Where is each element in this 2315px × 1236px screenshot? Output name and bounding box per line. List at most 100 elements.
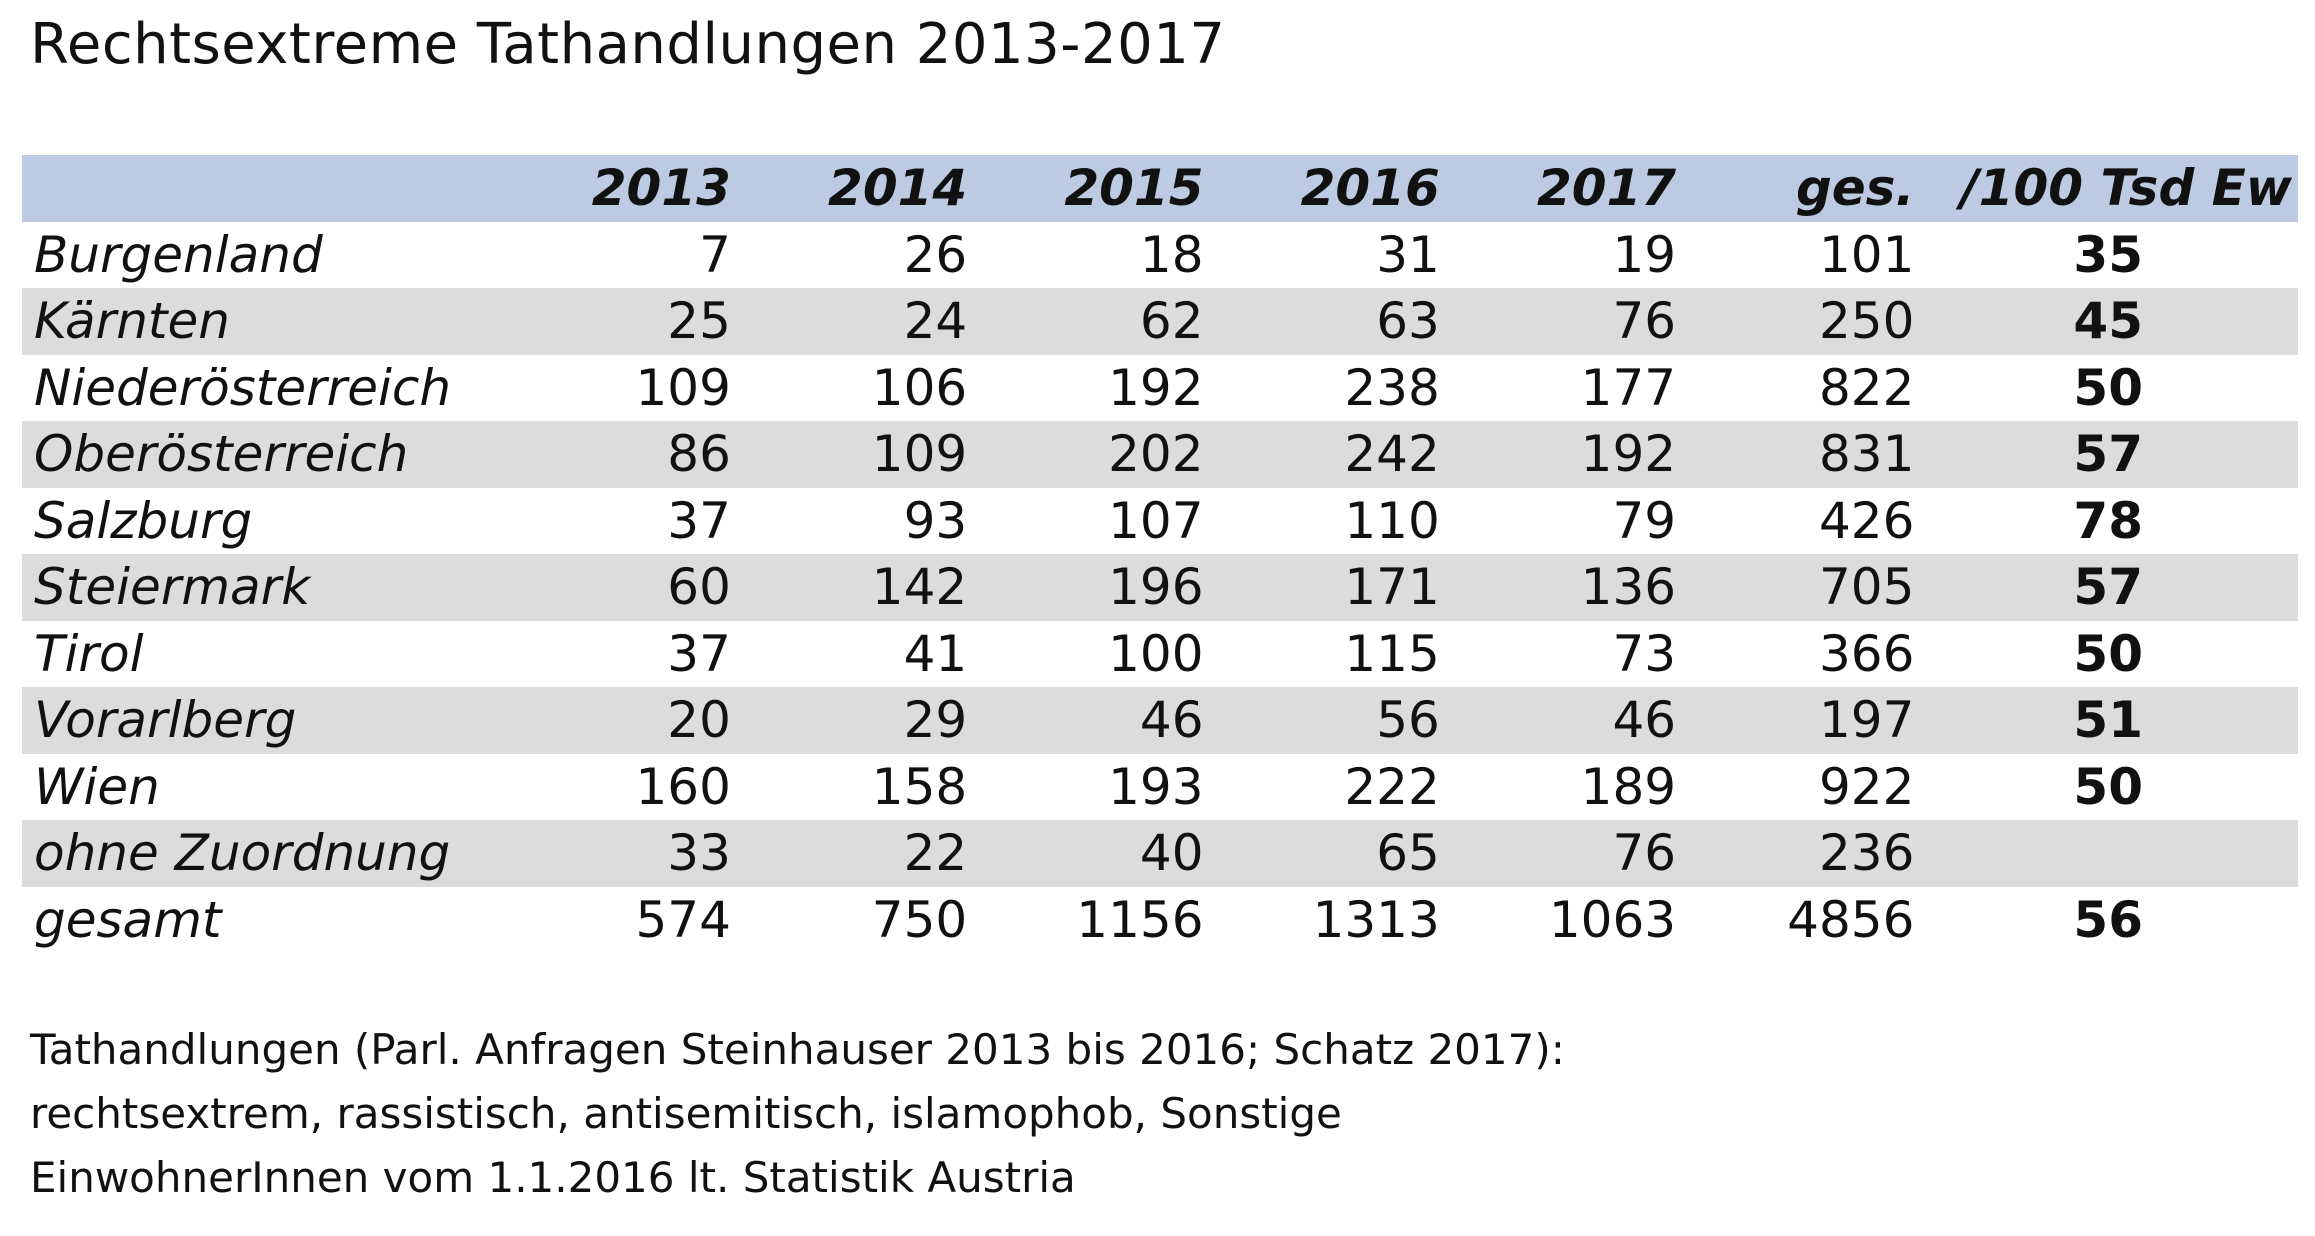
- header-cell-2013: 2013: [591, 159, 731, 217]
- cell-rate: 57: [2073, 425, 2143, 483]
- header-cell-region: [22, 155, 501, 222]
- footnote-categories: rechtsextrem, rassistisch, antisemitisch…: [30, 1089, 1342, 1138]
- cell-rate: 50: [2073, 358, 2143, 417]
- cell-2014: 142: [871, 558, 968, 616]
- table-body: Burgenland 7 26 18 31 19 101 35 Kärnten 25 24 62 63 7…: [22, 222, 2298, 954]
- cell-2014: 29: [903, 691, 968, 749]
- cell-2013: 574: [635, 890, 731, 949]
- cell-total: 922: [1818, 757, 1915, 816]
- cell-total: 197: [1818, 691, 1915, 749]
- cell-2015: 100: [1108, 624, 1204, 683]
- header-cell-2016: 2016: [1300, 159, 1440, 217]
- row-region-label: Kärnten: [34, 292, 230, 350]
- cell-2016: 171: [1344, 558, 1440, 616]
- header-cell-2017: 2017: [1536, 159, 1677, 217]
- cell-2017: 192: [1580, 425, 1677, 483]
- cell-2013: 60: [667, 558, 731, 616]
- cell-rate: 50: [2073, 757, 2143, 816]
- cell-total: 4856: [1787, 890, 1915, 949]
- cell-2014: 750: [871, 890, 968, 949]
- cell-2017: 79: [1612, 491, 1677, 550]
- cell-2015: 40: [1139, 824, 1204, 882]
- cell-rate: 35: [2073, 225, 2143, 284]
- table-row: Wien 160 158 193 222 189 922 50: [22, 754, 2298, 821]
- cell-2015: 46: [1139, 691, 1204, 749]
- cell-total: 822: [1818, 358, 1915, 417]
- cell-2016: 56: [1376, 691, 1440, 749]
- cell-2015: 1156: [1076, 890, 1204, 949]
- cell-2017: 73: [1612, 624, 1677, 683]
- table-row: ohne Zuordnung 33 22 40 65 76 236: [22, 820, 2298, 887]
- row-region-label: Wien: [34, 757, 160, 816]
- cell-2015: 193: [1108, 757, 1204, 816]
- cell-2013: 25: [667, 292, 731, 350]
- cell-2017: 76: [1612, 824, 1677, 882]
- cell-rate: 45: [2073, 292, 2143, 350]
- table-row: Burgenland 7 26 18 31 19 101 35: [22, 222, 2298, 289]
- table-row: Oberösterreich 86 109 202 242 192 831 57: [22, 421, 2298, 488]
- header-cell-rate: /100 Tsd Ew: [1960, 159, 2292, 217]
- table-row: Steiermark 60 142 196 171 136 705 57: [22, 554, 2298, 621]
- cell-2013: 86: [667, 425, 731, 483]
- cell-2015: 196: [1108, 558, 1204, 616]
- data-table: 2013 2014 2015 2016 2017 ges. /100 Tsd E…: [22, 155, 2298, 953]
- cell-2017: 136: [1580, 558, 1677, 616]
- row-region-label: gesamt: [34, 890, 222, 949]
- cell-2016: 63: [1376, 292, 1440, 350]
- cell-2016: 31: [1376, 225, 1440, 284]
- table-row: gesamt 574 750 1156 1313 1063 4856 56: [22, 887, 2298, 954]
- cell-2015: 18: [1139, 225, 1204, 284]
- cell-2016: 238: [1344, 358, 1440, 417]
- cell-rate: 51: [2073, 691, 2143, 749]
- table-row: Niederösterreich 109 106 192 238 177 822 50: [22, 355, 2298, 422]
- cell-2015: 107: [1108, 491, 1204, 550]
- row-region-label: Burgenland: [34, 225, 323, 284]
- cell-2016: 115: [1344, 624, 1440, 683]
- cell-2014: 106: [871, 358, 968, 417]
- cell-2017: 1063: [1548, 890, 1677, 949]
- row-region-label: Salzburg: [34, 491, 253, 550]
- cell-2014: 93: [903, 491, 968, 550]
- cell-total: 101: [1818, 225, 1915, 284]
- cell-rate: [1920, 820, 2298, 887]
- cell-total: 250: [1818, 292, 1915, 350]
- cell-2017: 177: [1580, 358, 1677, 417]
- table-row: Tirol 37 41 100 115 73 366 50: [22, 621, 2298, 688]
- cell-total: 705: [1818, 558, 1915, 616]
- cell-total: 366: [1818, 624, 1915, 683]
- footnote-population: EinwohnerInnen vom 1.1.2016 lt. Statisti…: [30, 1153, 1076, 1202]
- cell-2017: 189: [1580, 757, 1677, 816]
- table-row: Vorarlberg 20 29 46 56 46 197 51: [22, 687, 2298, 754]
- header-cell-total: ges.: [1795, 159, 1915, 217]
- cell-2015: 192: [1108, 358, 1204, 417]
- cell-2017: 19: [1612, 225, 1677, 284]
- cell-2013: 37: [667, 624, 731, 683]
- cell-2014: 26: [903, 225, 968, 284]
- row-region-label: Niederösterreich: [34, 358, 452, 417]
- cell-total: 831: [1818, 425, 1915, 483]
- cell-rate: 56: [2073, 890, 2143, 949]
- cell-2014: 22: [903, 824, 968, 882]
- footnotes: Tathandlungen (Parl. Anfragen Steinhause…: [30, 1018, 1565, 1210]
- cell-2016: 65: [1376, 824, 1440, 882]
- header-cell-2015: 2015: [1064, 159, 1204, 217]
- cell-2016: 242: [1344, 425, 1440, 483]
- footnote-source: Tathandlungen (Parl. Anfragen Steinhause…: [30, 1025, 1565, 1074]
- row-region-label: Tirol: [34, 624, 144, 683]
- cell-2014: 158: [871, 757, 968, 816]
- cell-2014: 41: [903, 624, 968, 683]
- header-cell-2014: 2014: [828, 159, 968, 217]
- cell-2017: 76: [1612, 292, 1677, 350]
- row-region-label: Oberösterreich: [34, 425, 409, 483]
- page-title: Rechtsextreme Tathandlungen 2013-2017: [30, 12, 1226, 77]
- cell-total: 236: [1818, 824, 1915, 882]
- cell-total: 426: [1818, 491, 1915, 550]
- cell-2013: 160: [635, 757, 731, 816]
- row-region-label: ohne Zuordnung: [34, 824, 451, 882]
- cell-2017: 46: [1612, 691, 1677, 749]
- row-region-label: Steiermark: [34, 558, 311, 616]
- header-row: 2013 2014 2015 2016 2017 ges. /100 Tsd E…: [22, 155, 2298, 222]
- cell-2013: 33: [667, 824, 731, 882]
- cell-2015: 62: [1139, 292, 1204, 350]
- cell-2016: 222: [1344, 757, 1440, 816]
